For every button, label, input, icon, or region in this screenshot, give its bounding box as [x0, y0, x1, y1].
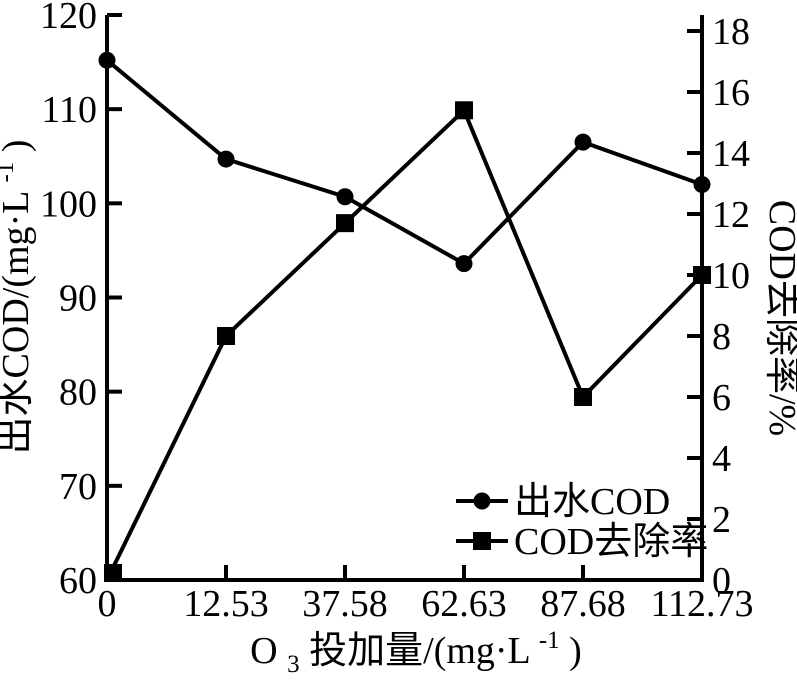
y-left-axis-title-superscript: -1 — [0, 162, 19, 183]
y-right-axis-title: COD去除率/% — [761, 200, 797, 436]
x-axis-title-subscript: 3 — [287, 651, 300, 678]
y-left-tick-label: 90 — [59, 278, 97, 320]
y-left-axis-title-text: 出水COD/(mg·L — [0, 192, 37, 454]
legend-square-marker-icon — [473, 532, 491, 550]
x-axis-title-text: 投加量/(mg·L — [309, 630, 529, 672]
x-axis-title-paren: ) — [569, 630, 582, 672]
tick-labels: 60 70 80 90 100 110 120 0 2 4 6 8 10 12 14 16 18 0 12.53 37… — [40, 0, 754, 625]
data-point-square — [104, 564, 122, 582]
y-right-tick-label: 8 — [712, 316, 731, 358]
series-line-circle — [105, 58, 703, 267]
y-left-axis-title-paren: ) — [0, 140, 37, 153]
data-point-circle — [217, 150, 235, 168]
y-left-tick-label: 70 — [59, 466, 97, 508]
y-left-tick-label: 120 — [40, 0, 97, 37]
y-right-tick-label: 14 — [712, 133, 750, 175]
legend-item-cod-removal: COD去除率 — [456, 521, 708, 563]
data-point-square — [336, 214, 354, 233]
x-axis-title-o: O — [250, 630, 277, 672]
y-right-tick-label: 10 — [712, 255, 750, 297]
y-left-tick-label: 110 — [41, 89, 97, 131]
data-point-circle — [98, 51, 116, 69]
y-right-tick-label: 4 — [712, 438, 731, 480]
x-tick-label: 12.53 — [183, 583, 269, 625]
data-point-circle — [455, 255, 473, 273]
y-right-tick-label: 2 — [712, 499, 731, 541]
x-axis-title: O 3 投加量/(mg·L -1 ) — [250, 615, 582, 681]
y-left-axis-title: 出水COD/(mg·L -1 ) — [0, 140, 37, 455]
y-right-tick-label: 0 — [712, 560, 731, 602]
data-point-circle — [574, 133, 592, 151]
x-tick-label: 87.68 — [540, 583, 626, 625]
x-tick-label: 62.63 — [421, 583, 507, 625]
y-right-tick-label: 12 — [712, 194, 750, 236]
data-series — [98, 51, 711, 582]
x-tick-label: 112.73 — [650, 583, 753, 625]
legend-item-effluent-cod: 出水COD — [456, 481, 670, 523]
y-right-tick-label: 16 — [712, 72, 750, 114]
series-line-square — [105, 106, 704, 581]
y-left-tick-label: 80 — [59, 372, 97, 414]
legend-circle-marker-icon — [473, 492, 491, 510]
data-point-square — [455, 101, 473, 120]
axis-ticks — [105, 13, 704, 582]
data-point-square — [693, 266, 711, 284]
y-right-tick-label: 18 — [712, 11, 750, 53]
y-left-tick-label: 60 — [59, 560, 97, 602]
data-point-square — [574, 388, 592, 406]
legend: 出水COD COD去除率 — [456, 481, 708, 563]
x-tick-label: 0 — [98, 583, 117, 625]
x-tick-label: 37.58 — [302, 583, 388, 625]
data-point-square — [217, 327, 235, 345]
y-right-tick-label: 6 — [712, 377, 731, 419]
data-point-circle — [336, 188, 354, 206]
data-point-circle — [693, 176, 711, 193]
y-left-tick-label: 100 — [40, 183, 97, 225]
legend-label-cod-removal: COD去除率 — [514, 521, 708, 563]
legend-label-effluent-cod: 出水COD — [514, 481, 670, 523]
x-axis-title-superscript: -1 — [539, 627, 560, 654]
